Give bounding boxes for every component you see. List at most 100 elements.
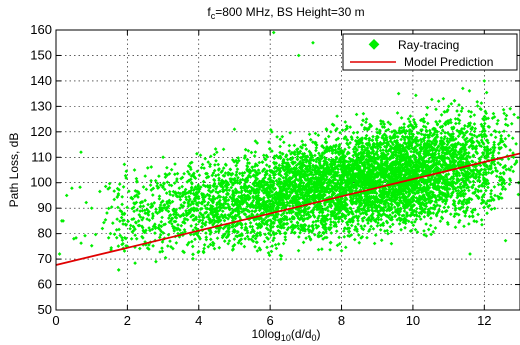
scatter-point	[182, 171, 186, 176]
scatter-point	[340, 128, 345, 133]
scatter-point	[483, 167, 488, 172]
scatter-point	[121, 185, 126, 189]
scatter-point	[161, 181, 166, 186]
scatter-point	[287, 149, 292, 153]
scatter-point	[508, 106, 513, 111]
scatter-point	[453, 117, 458, 121]
scatter-point	[166, 209, 171, 214]
scatter-point	[196, 184, 201, 189]
scatter-point	[385, 228, 389, 233]
scatter-point	[475, 104, 480, 108]
scatter-point	[208, 162, 213, 167]
scatter-point	[114, 228, 119, 232]
scatter-point	[140, 208, 145, 213]
scatter-point	[214, 186, 218, 191]
scatter-point	[397, 222, 402, 226]
scatter-point	[434, 107, 438, 112]
scatter-point	[236, 175, 240, 180]
scatter-point	[269, 233, 273, 237]
scatter-point	[200, 218, 205, 223]
scatter-point	[302, 213, 306, 218]
scatter-point	[157, 194, 162, 199]
scatter-point	[343, 120, 348, 124]
scatter-point	[127, 189, 131, 194]
scatter-point	[162, 187, 167, 192]
scatter-point	[114, 235, 119, 240]
scatter-point	[171, 246, 175, 251]
scatter-point	[490, 116, 495, 120]
scatter-point	[237, 158, 241, 163]
scatter-point	[503, 187, 508, 191]
scatter-point	[170, 199, 175, 204]
scatter-point	[422, 229, 426, 233]
scatter-point	[248, 221, 253, 225]
scatter-point	[122, 249, 127, 253]
scatter-point	[424, 112, 429, 117]
scatter-point	[223, 171, 228, 175]
scatter-point	[419, 132, 424, 136]
scatter-point	[316, 151, 321, 156]
scatter-point	[422, 138, 426, 143]
scatter-point	[484, 90, 489, 95]
scatter-point	[383, 205, 388, 209]
scatter-point	[355, 135, 360, 140]
scatter-point	[492, 142, 496, 147]
scatter-point	[150, 216, 155, 220]
scatter-point	[484, 138, 489, 143]
scatter-point	[508, 148, 513, 152]
scatter-point	[479, 218, 484, 222]
scatter-point	[492, 162, 497, 167]
scatter-point	[135, 208, 139, 212]
scatter-point	[215, 150, 219, 155]
scatter-point	[189, 224, 194, 228]
scatter-point	[440, 210, 445, 214]
scatter-point	[356, 222, 360, 226]
scatter-point	[243, 222, 248, 226]
scatter-point	[320, 247, 324, 251]
scatter-point	[465, 154, 469, 159]
scatter-point	[409, 220, 414, 225]
scatter-point	[129, 236, 134, 241]
scatter-point	[245, 230, 250, 235]
scatter-point	[313, 131, 318, 136]
scatter-point	[217, 245, 222, 250]
scatter-point	[407, 192, 412, 197]
scatter-point	[184, 197, 189, 202]
scatter-point	[461, 194, 466, 199]
scatter-point	[297, 235, 301, 239]
scatter-point	[343, 245, 348, 250]
scatter-point	[328, 222, 333, 227]
scatter-point	[198, 153, 203, 158]
scatter-point	[369, 224, 373, 229]
scatter-point	[224, 163, 228, 167]
scatter-point	[79, 241, 83, 246]
scatter-point	[185, 169, 190, 174]
scatter-point	[125, 205, 129, 210]
scatter-point	[199, 165, 204, 170]
scatter-point	[156, 226, 161, 230]
scatter-point	[228, 167, 233, 172]
scatter-point	[283, 237, 288, 242]
scatter-point	[295, 147, 300, 151]
scatter-point	[439, 136, 444, 140]
scatter-point	[136, 219, 141, 223]
scatter-point	[150, 227, 155, 232]
scatter-point	[133, 261, 137, 265]
scatter-series-ray-tracing	[57, 30, 520, 272]
scatter-point	[326, 208, 330, 213]
scatter-point	[279, 213, 284, 217]
scatter-point	[492, 206, 497, 211]
scatter-point	[371, 134, 375, 139]
scatter-point	[457, 113, 461, 117]
scatter-point	[169, 167, 174, 172]
scatter-point	[328, 130, 333, 134]
scatter-point	[404, 214, 409, 219]
scatter-point	[273, 242, 278, 247]
scatter-point	[182, 227, 187, 232]
scatter-point	[202, 246, 206, 251]
scatter-point	[120, 238, 125, 242]
scatter-point	[267, 164, 272, 169]
scatter-point	[304, 147, 309, 151]
scatter-point	[235, 161, 240, 165]
